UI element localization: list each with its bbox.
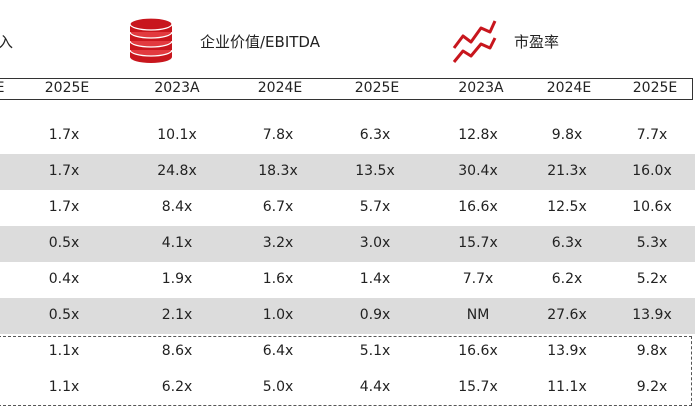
table-cell: 4.4x	[359, 379, 391, 395]
table-cell: 30.4x	[458, 163, 498, 179]
table-cell: 27.6x	[547, 307, 587, 323]
table-row: 0.5x 2.1x 1.0x 0.9x NM 27.6x 13.9x	[0, 298, 695, 334]
table-cell: 1.7x	[48, 199, 80, 215]
table-cell: 9.2x	[636, 379, 668, 395]
table-cell: 1.7x	[48, 127, 80, 143]
table-cell: 1.0x	[262, 307, 294, 323]
table-cell: 8.6x	[161, 343, 193, 359]
table-cell: 6.7x	[262, 199, 294, 215]
table-cell: 13.5x	[355, 163, 395, 179]
table-cell: 15.7x	[458, 235, 498, 251]
table-cell: 1.6x	[262, 271, 294, 287]
table-cell: 24.8x	[157, 163, 197, 179]
table-cell: 0.5x	[48, 235, 80, 251]
table-cell: 2.1x	[161, 307, 193, 323]
revenue-partial-label: 入	[0, 33, 14, 51]
table-cell: 1.7x	[48, 163, 80, 179]
table-cell: 15.7x	[458, 379, 498, 395]
table-cell: 6.3x	[359, 127, 391, 143]
column-header: 2025E	[44, 80, 90, 96]
table-cell: 16.6x	[458, 199, 498, 215]
table-cell: 1.1x	[48, 343, 80, 359]
column-header-bar	[0, 78, 693, 100]
table-cell: 7.7x	[462, 271, 494, 287]
table-cell: 1.1x	[48, 379, 80, 395]
table-cell: 5.1x	[359, 343, 391, 359]
column-header: 2025E	[354, 80, 400, 96]
ev-ebitda-header: 企业价值/EBITDA	[200, 33, 320, 51]
table-row: 1.7x 10.1x 7.8x 6.3x 12.8x 9.8x 7.7x	[0, 118, 695, 154]
table-cell: 21.3x	[547, 163, 587, 179]
table-cell: 9.8x	[636, 343, 668, 359]
table-cell: 1.4x	[359, 271, 391, 287]
column-header: 2023A	[154, 80, 200, 96]
table-cell: 4.1x	[161, 235, 193, 251]
table-cell: 6.2x	[551, 271, 583, 287]
column-header: 2023A	[458, 80, 504, 96]
table-cell: 6.3x	[551, 235, 583, 251]
table-cell: 7.7x	[636, 127, 668, 143]
table-row: 1.7x 8.4x 6.7x 5.7x 16.6x 12.5x 10.6x	[0, 190, 695, 226]
table-cell: 5.7x	[359, 199, 391, 215]
table-cell: 5.2x	[636, 271, 668, 287]
table-row: 1.1x 8.6x 6.4x 5.1x 16.6x 13.9x 9.8x	[0, 334, 695, 370]
table-cell: 1.9x	[161, 271, 193, 287]
table-row: 0.5x 4.1x 3.2x 3.0x 15.7x 6.3x 5.3x	[0, 226, 695, 262]
table-cell: 6.2x	[161, 379, 193, 395]
table-row: 1.7x 24.8x 18.3x 13.5x 30.4x 21.3x 16.0x	[0, 154, 695, 190]
table-cell: 7.8x	[262, 127, 294, 143]
table-cell: 5.3x	[636, 235, 668, 251]
column-header: E	[0, 80, 40, 96]
table-cell: 16.0x	[632, 163, 672, 179]
table-row: 0.4x 1.9x 1.6x 1.4x 7.7x 6.2x 5.2x	[0, 262, 695, 298]
coin-stack-icon	[129, 17, 173, 63]
trend-line-icon	[452, 20, 497, 63]
table-cell: 13.9x	[632, 307, 672, 323]
table-cell: 0.4x	[48, 271, 80, 287]
table-cell: 11.1x	[547, 379, 587, 395]
table-cell: 3.2x	[262, 235, 294, 251]
column-header: 2024E	[257, 80, 303, 96]
table-cell: 6.4x	[262, 343, 294, 359]
column-header: 2025E	[632, 80, 678, 96]
table-cell: 10.1x	[157, 127, 197, 143]
table-cell: 0.9x	[359, 307, 391, 323]
table-cell: 9.8x	[551, 127, 583, 143]
table-cell: 8.4x	[161, 199, 193, 215]
table-cell: 12.5x	[547, 199, 587, 215]
table-cell: NM	[466, 307, 490, 323]
table-cell: 18.3x	[258, 163, 298, 179]
table-row: 1.1x 6.2x 5.0x 4.4x 15.7x 11.1x 9.2x	[0, 370, 695, 406]
table-cell: 3.0x	[359, 235, 391, 251]
column-header: 2024E	[546, 80, 592, 96]
table-cell: 0.5x	[48, 307, 80, 323]
table-cell: 16.6x	[458, 343, 498, 359]
table-cell: 5.0x	[262, 379, 294, 395]
table-cell: 12.8x	[458, 127, 498, 143]
table-cell: 10.6x	[632, 199, 672, 215]
pe-header: 市盈率	[514, 33, 560, 51]
table-cell: 13.9x	[547, 343, 587, 359]
